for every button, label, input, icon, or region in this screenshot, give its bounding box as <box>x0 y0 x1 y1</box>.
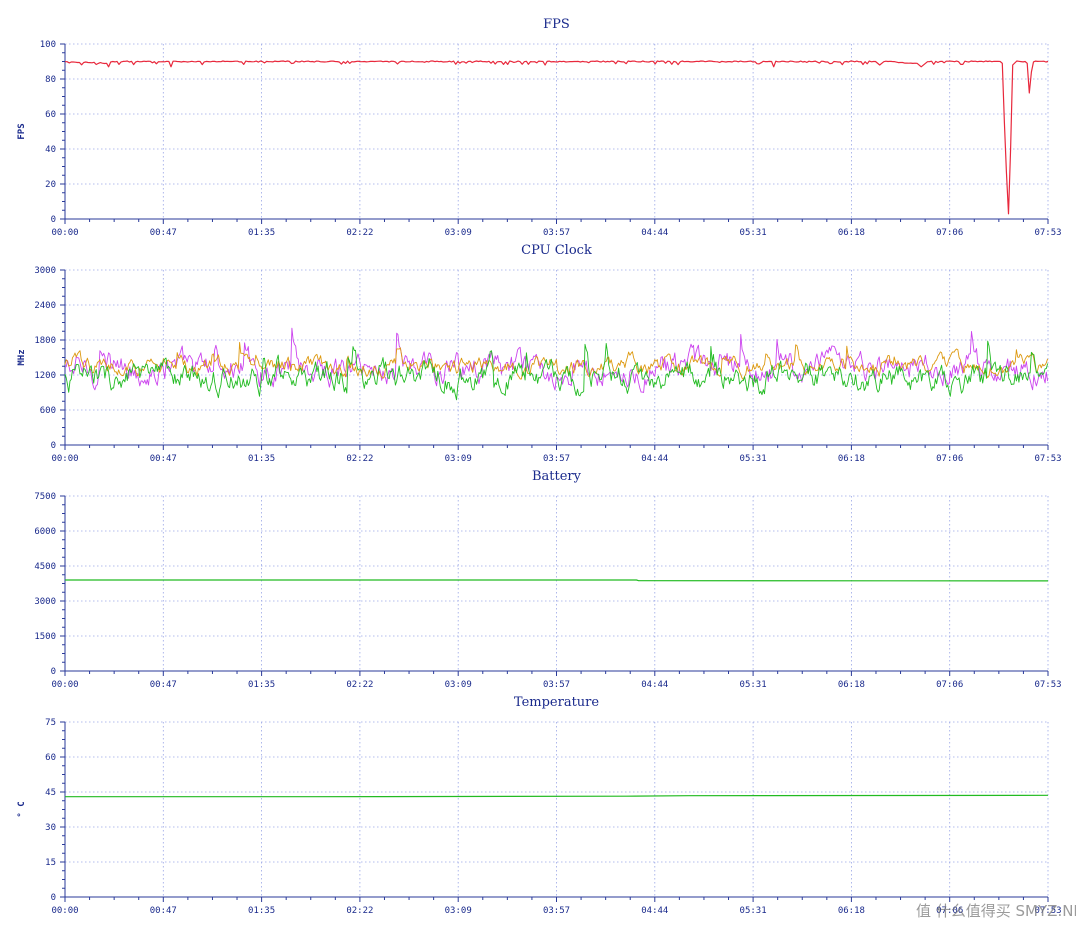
series-line-cpu-0 <box>64 327 1049 393</box>
x-tick-label: 06:18 <box>838 454 865 464</box>
x-tick-label: 03:57 <box>543 680 570 690</box>
series-line-cpu-1 <box>64 341 1049 381</box>
y-tick-label: 3000 <box>34 597 56 607</box>
y-tick-label: 75 <box>45 718 56 728</box>
x-tick-label: 05:31 <box>740 454 767 464</box>
x-tick-label: 07:53 <box>1034 454 1061 464</box>
x-tick-label: 05:31 <box>740 906 767 916</box>
y-tick-label: 15 <box>45 858 56 868</box>
y-tick-label: 60 <box>45 753 56 763</box>
y-tick-label: 1500 <box>34 632 56 642</box>
x-tick-label: 01:35 <box>248 906 275 916</box>
y-tick-label: 30 <box>45 823 56 833</box>
y-tick-label: 3000 <box>34 266 56 276</box>
x-tick-label: 00:47 <box>150 454 177 464</box>
x-tick-label: 06:18 <box>838 228 865 238</box>
x-tick-label: 02:22 <box>346 454 373 464</box>
y-tick-label: 1200 <box>34 371 56 381</box>
chart-title: Battery <box>532 469 582 484</box>
x-tick-label: 03:57 <box>543 906 570 916</box>
x-tick-label: 04:44 <box>641 680 668 690</box>
x-tick-label: 04:44 <box>641 906 668 916</box>
chart-fps: FPS 00:00 00:47 01:35 02:22 03:09 03:57 04:44 05… <box>17 17 1062 238</box>
y-tick-label: 0 <box>51 215 56 225</box>
x-tick-label: 04:44 <box>641 454 668 464</box>
x-tick-label: 01:35 <box>248 680 275 690</box>
x-tick-label: 07:53 <box>1034 906 1061 916</box>
series-line-battery-0 <box>65 579 1049 582</box>
x-tick-label: 03:57 <box>543 454 570 464</box>
x-tick-label: 00:00 <box>51 906 78 916</box>
y-tick-label: 0 <box>51 893 56 903</box>
y-tick-label: 600 <box>40 406 56 416</box>
y-tick-label: 20 <box>45 180 56 190</box>
x-tick-label: 00:00 <box>51 454 78 464</box>
x-tick-label: 01:35 <box>248 228 275 238</box>
chart-battery: Battery 00:00 00:47 01:35 02:22 03:09 03:57 04:… <box>34 469 1061 690</box>
x-tick-label: 05:31 <box>740 680 767 690</box>
x-tick-label: 06:18 <box>838 906 865 916</box>
x-tick-label: 07:06 <box>936 680 963 690</box>
x-tick-label: 00:00 <box>51 228 78 238</box>
y-tick-label: 6000 <box>34 527 56 537</box>
x-tick-label: 03:09 <box>445 906 472 916</box>
x-tick-label: 03:57 <box>543 228 570 238</box>
chart-cpu: CPU Clock 00:00 00:47 01:35 02:22 03:09 03:57 0… <box>17 243 1062 464</box>
chart-title: Temperature <box>514 695 599 710</box>
y-axis-label: MHz <box>17 349 27 365</box>
y-tick-label: 7500 <box>34 492 56 502</box>
chart-temperature: Temperature 00:00 00:47 01:35 02:22 03:09 03:5… <box>17 695 1062 916</box>
chart-title: CPU Clock <box>521 243 592 258</box>
y-tick-label: 2400 <box>34 301 56 311</box>
y-tick-label: 0 <box>51 441 56 451</box>
x-tick-label: 01:35 <box>248 454 275 464</box>
x-tick-label: 07:53 <box>1034 680 1061 690</box>
y-axis-label: ° C <box>17 801 27 817</box>
y-tick-label: 0 <box>51 667 56 677</box>
y-tick-label: 4500 <box>34 562 56 572</box>
x-tick-label: 02:22 <box>346 906 373 916</box>
x-tick-label: 00:00 <box>51 680 78 690</box>
watermark: 值 什么值得买 SMYZ.NET <box>916 902 1076 920</box>
x-tick-label: 04:44 <box>641 228 668 238</box>
x-tick-label: 00:47 <box>150 906 177 916</box>
series-line-cpu-2 <box>64 340 1049 401</box>
x-tick-label: 02:22 <box>346 680 373 690</box>
x-tick-label: 03:09 <box>445 228 472 238</box>
x-tick-label: 02:22 <box>346 228 373 238</box>
x-tick-label: 05:31 <box>740 228 767 238</box>
x-tick-label: 06:18 <box>838 680 865 690</box>
x-tick-label: 03:09 <box>445 454 472 464</box>
y-tick-label: 60 <box>45 110 56 120</box>
y-tick-label: 40 <box>45 145 56 155</box>
series-line-fps-0 <box>65 60 1049 215</box>
y-tick-label: 45 <box>45 788 56 798</box>
y-tick-label: 1800 <box>34 336 56 346</box>
y-tick-label: 100 <box>40 40 56 50</box>
x-tick-label: 00:47 <box>150 228 177 238</box>
series-line-temperature-0 <box>65 794 1049 798</box>
x-tick-label: 07:06 <box>936 228 963 238</box>
y-axis-label: FPS <box>17 123 27 139</box>
x-tick-label: 07:53 <box>1034 228 1061 238</box>
x-tick-label: 03:09 <box>445 680 472 690</box>
chart-title: FPS <box>543 17 570 32</box>
y-tick-label: 80 <box>45 75 56 85</box>
x-tick-label: 07:06 <box>936 906 963 916</box>
x-tick-label: 07:06 <box>936 454 963 464</box>
x-tick-label: 00:47 <box>150 680 177 690</box>
